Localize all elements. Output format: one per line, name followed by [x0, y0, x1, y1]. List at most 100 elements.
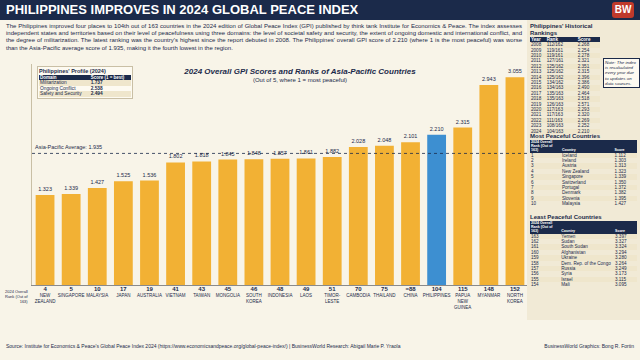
- html-text:108/163: 108/163: [546, 123, 564, 129]
- html-text:2012: 2012: [531, 63, 542, 69]
- html-text:Philippines' Historical Rankin: Philippines' Historical Rankings: [530, 23, 593, 36]
- svg-text:43TAIWAN: 43TAIWAN: [193, 286, 210, 298]
- svg-text:2.048: 2.048: [378, 137, 392, 143]
- svg-text:2024 OverallRank (Out of163): 2024 OverallRank (Out of163): [5, 289, 29, 304]
- html-text:2.396: 2.396: [577, 74, 590, 80]
- html-text:2.254: 2.254: [577, 47, 590, 53]
- html-text:2.268: 2.268: [577, 42, 590, 48]
- html-text:134/163: 134/163: [546, 85, 564, 91]
- svg-text:104PHILIPPINES: 104PHILIPPINES: [423, 286, 451, 298]
- html-text:111/163: 111/163: [546, 117, 563, 123]
- svg-text:1.848: 1.848: [247, 150, 261, 156]
- svg-text:=88CHINA: =88CHINA: [404, 286, 418, 298]
- svg-text:148MYANMAR: 148MYANMAR: [478, 286, 501, 298]
- html-text:2014: 2014: [531, 74, 542, 80]
- svg-text:1.845: 1.845: [221, 151, 235, 157]
- svg-text:5SINGAPORE: 5SINGAPORE: [58, 286, 85, 298]
- svg-text:1.861: 1.861: [299, 149, 313, 155]
- html-text:2024 Overall Rank (Out of 163): 2024 Overall Rank (Out of 163): [531, 140, 553, 153]
- html-text:2.252: 2.252: [577, 123, 590, 129]
- html-text:Score (1 = best): Score (1 = best): [90, 74, 125, 80]
- html-text:2013: 2013: [531, 69, 542, 75]
- html-text:2023: 2023: [531, 123, 542, 129]
- html-text:112/162: 112/162: [546, 42, 563, 48]
- html-text:(Out of 5, where 1 = most peac: (Out of 5, where 1 = most peaceful): [252, 76, 348, 83]
- html-text:2.320: 2.320: [577, 112, 590, 118]
- svg-text:1.536: 1.536: [143, 172, 157, 178]
- html-text:2.518: 2.518: [577, 96, 590, 102]
- svg-text:4NEWZEALAND: 4NEWZEALAND: [35, 286, 57, 304]
- svg-text:51TIMOR-LESTE: 51TIMOR-LESTE: [324, 286, 340, 304]
- html-text:2016: 2016: [531, 85, 542, 91]
- html-text:2.269: 2.269: [577, 117, 590, 123]
- html-text:135/163: 135/163: [546, 90, 564, 96]
- html-text:2018: 2018: [531, 96, 542, 102]
- svg-text:2.943: 2.943: [482, 76, 496, 82]
- html-text:117/163: 117/163: [546, 107, 563, 113]
- html-text:2024 Overall GPI Scores and Ra: 2024 Overall GPI Scores and Ranks of Asi…: [184, 67, 416, 76]
- html-text:2009: 2009: [531, 47, 542, 53]
- html-text:2020: 2020: [531, 107, 542, 113]
- svg-text:46SOUTHKOREA: 46SOUTHKOREA: [246, 286, 262, 304]
- html-text:2024 Overall Rank (Out of 163): 2024 Overall Rank (Out of 163): [531, 221, 553, 234]
- html-text:Domain: Domain: [40, 74, 57, 80]
- svg-text:70CAMBODIA: 70CAMBODIA: [346, 286, 370, 298]
- svg-text:1.525: 1.525: [116, 172, 130, 178]
- html-text:2.571: 2.571: [577, 101, 590, 107]
- svg-text:1.857: 1.857: [273, 150, 287, 156]
- svg-text:152NORTHKOREA: 152NORTHKOREA: [507, 286, 523, 304]
- svg-text:17JAPAN: 17JAPAN: [116, 286, 130, 298]
- html-text:Ongoing Conflict: Ongoing Conflict: [40, 85, 76, 91]
- html-text:2.464: 2.464: [577, 90, 590, 96]
- svg-text:2.101: 2.101: [404, 133, 418, 139]
- html-text:119/161: 119/161: [546, 47, 563, 53]
- svg-text:75THAILAND: 75THAILAND: [373, 286, 396, 298]
- svg-text:2.210: 2.210: [430, 126, 444, 132]
- html-text:2021: 2021: [531, 112, 542, 118]
- html-text:The Philippines improved four: The Philippines improved four places to …: [6, 23, 522, 51]
- html-text:2019: 2019: [531, 101, 542, 107]
- svg-text:1.427: 1.427: [90, 179, 104, 185]
- html-text:2017: 2017: [531, 90, 542, 96]
- svg-text:49LAOS: 49LAOS: [300, 286, 312, 298]
- html-text:126/163: 126/163: [546, 101, 564, 107]
- svg-text:3.055: 3.055: [508, 68, 522, 74]
- svg-text:1.802: 1.802: [169, 153, 183, 159]
- html-text:Safety and Security: Safety and Security: [40, 91, 82, 97]
- html-text:2011: 2011: [531, 58, 541, 64]
- svg-text:41VIETNAM: 41VIETNAM: [166, 286, 186, 298]
- html-text:125/162: 125/162: [546, 74, 564, 80]
- svg-text:2.315: 2.315: [456, 119, 470, 125]
- svg-text:115PAPUANEWGUINEA: 115PAPUANEWGUINEA: [454, 286, 471, 310]
- svg-text:45MONGOLIA: 45MONGOLIA: [216, 286, 240, 298]
- html-text:117/163: 117/163: [546, 112, 563, 118]
- html-text:Note: The index is recalculate: Note: The index is recalculated every ye…: [605, 60, 636, 86]
- html-text:Militarization: Militarization: [40, 80, 67, 86]
- svg-text:19AUSTRALIA: 19AUSTRALIA: [137, 286, 162, 298]
- html-text:2.490: 2.490: [577, 85, 590, 91]
- html-text:2.293: 2.293: [577, 107, 590, 113]
- html-text:2.538: 2.538: [90, 85, 103, 91]
- html-text:1.737: 1.737: [90, 80, 103, 86]
- svg-text:2.028: 2.028: [351, 138, 365, 144]
- html-text:2022: 2022: [531, 117, 542, 123]
- svg-text:Asia-Pacific Average: 1.935: Asia-Pacific Average: 1.935: [35, 144, 102, 150]
- html-text:2.494: 2.494: [90, 91, 103, 97]
- html-text:125/162: 125/162: [546, 69, 564, 75]
- svg-text:1.339: 1.339: [64, 185, 78, 191]
- html-text:Philippines' Profile (2024): Philippines' Profile (2024): [39, 68, 106, 74]
- html-text:2.351: 2.351: [577, 63, 590, 69]
- html-text:135/163: 135/163: [546, 96, 564, 102]
- html-text:2008: 2008: [531, 42, 542, 48]
- svg-text:1.818: 1.818: [195, 152, 209, 158]
- html-text:2.315: 2.315: [577, 69, 590, 75]
- svg-text:10MALAYSIA: 10MALAYSIA: [86, 286, 108, 298]
- html-text:BW: BW: [614, 4, 632, 15]
- svg-text:48INDONESIA: 48INDONESIA: [268, 286, 293, 298]
- html-text:2.321: 2.321: [577, 58, 590, 64]
- svg-text:1.323: 1.323: [38, 186, 52, 192]
- html-text:127/161: 127/161: [546, 58, 564, 64]
- html-text:125/162: 125/162: [546, 63, 564, 69]
- svg-text:1.882: 1.882: [325, 148, 339, 154]
- html-text:PHILIPPINES IMPROVES IN 2024 G: PHILIPPINES IMPROVES IN 2024 GLOBAL PEAC…: [6, 2, 359, 17]
